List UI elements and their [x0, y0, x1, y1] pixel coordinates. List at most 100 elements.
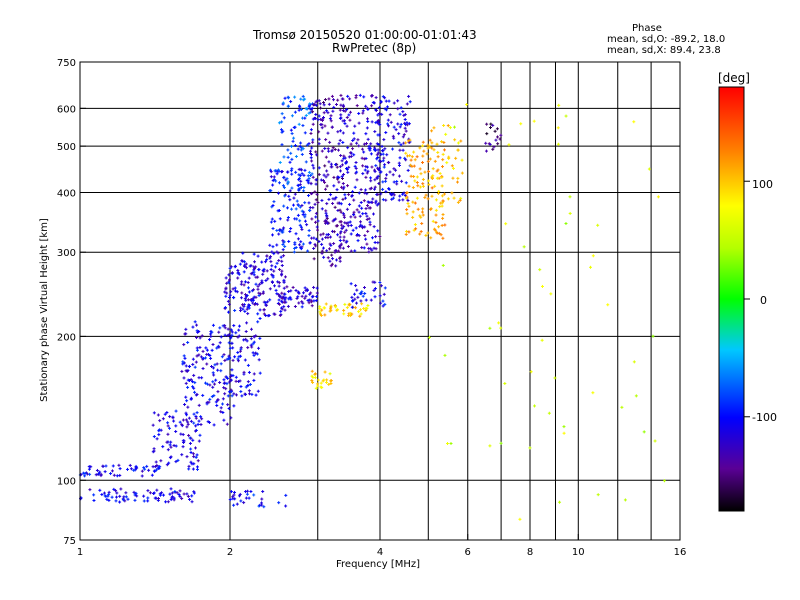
data-point [376, 151, 380, 155]
data-point [329, 243, 333, 247]
data-point [329, 264, 333, 268]
data-point [135, 466, 139, 470]
data-point [344, 228, 348, 232]
data-point [369, 179, 373, 183]
data-point [372, 225, 376, 229]
data-point [421, 207, 425, 211]
data-point [255, 302, 259, 306]
data-point [384, 190, 388, 194]
data-point [182, 361, 186, 365]
data-point [117, 463, 121, 467]
data-point [174, 430, 178, 434]
data-point [362, 199, 366, 203]
data-point [383, 96, 387, 100]
data-point [382, 138, 386, 142]
data-point [89, 465, 93, 469]
data-point [443, 353, 447, 357]
data-point [338, 235, 342, 239]
data-point [194, 360, 198, 364]
data-point [484, 149, 488, 153]
data-point [268, 256, 272, 260]
data-point [320, 149, 324, 153]
data-point [231, 346, 235, 350]
data-point [289, 297, 293, 301]
data-point [349, 154, 353, 158]
data-point [553, 376, 557, 380]
data-point [278, 313, 282, 317]
data-point [213, 382, 217, 386]
data-point [343, 109, 347, 113]
data-point [235, 290, 239, 294]
data-point [319, 106, 323, 110]
data-point [146, 489, 150, 493]
data-point [132, 468, 136, 472]
data-point [305, 287, 309, 291]
data-point [332, 98, 336, 102]
data-point [309, 173, 313, 177]
data-point [178, 489, 182, 493]
data-point [301, 116, 305, 120]
data-point [357, 204, 361, 208]
data-point [318, 102, 322, 106]
data-point [308, 102, 312, 106]
data-point [319, 381, 323, 385]
data-point [489, 126, 493, 130]
data-point [244, 496, 248, 500]
data-point [430, 194, 434, 198]
data-point [407, 204, 411, 208]
data-point [227, 333, 231, 337]
data-point [335, 188, 339, 192]
data-point [441, 199, 445, 203]
data-point [275, 292, 279, 296]
data-point [271, 275, 275, 279]
data-point [299, 141, 303, 145]
data-point [192, 421, 196, 425]
data-point [109, 472, 113, 476]
data-point [338, 165, 342, 169]
data-point [210, 395, 214, 399]
data-point [114, 489, 118, 493]
data-point [432, 126, 436, 130]
data-point [338, 220, 342, 224]
data-point [312, 285, 316, 289]
data-point [254, 334, 258, 338]
data-point [298, 183, 302, 187]
data-point [373, 241, 377, 245]
data-point [277, 281, 281, 285]
data-point [147, 468, 151, 472]
data-point [238, 349, 242, 353]
data-point [351, 228, 355, 232]
data-point [286, 148, 290, 152]
data-point [289, 100, 293, 104]
data-point [293, 95, 297, 99]
data-point [332, 218, 336, 222]
data-point [433, 184, 437, 188]
data-point [158, 492, 162, 496]
data-point [229, 378, 233, 382]
data-point [386, 118, 390, 122]
data-point [338, 238, 342, 242]
data-point [323, 180, 327, 184]
data-point [322, 255, 326, 259]
data-point [298, 219, 302, 223]
data-point [331, 109, 335, 113]
data-point [114, 499, 118, 503]
data-point [227, 407, 231, 411]
data-point [329, 162, 333, 166]
data-point [277, 209, 281, 213]
data-point [325, 109, 329, 113]
data-point [221, 402, 225, 406]
data-point [225, 422, 229, 426]
data-point [112, 487, 116, 491]
data-point [124, 491, 128, 495]
data-point [410, 155, 414, 159]
data-point [336, 148, 340, 152]
data-point [314, 237, 318, 241]
data-point [377, 181, 381, 185]
data-point [340, 223, 344, 227]
data-point [632, 120, 636, 124]
data-point [342, 308, 346, 312]
data-point [426, 231, 430, 235]
data-point [110, 495, 114, 499]
data-point [459, 139, 463, 143]
